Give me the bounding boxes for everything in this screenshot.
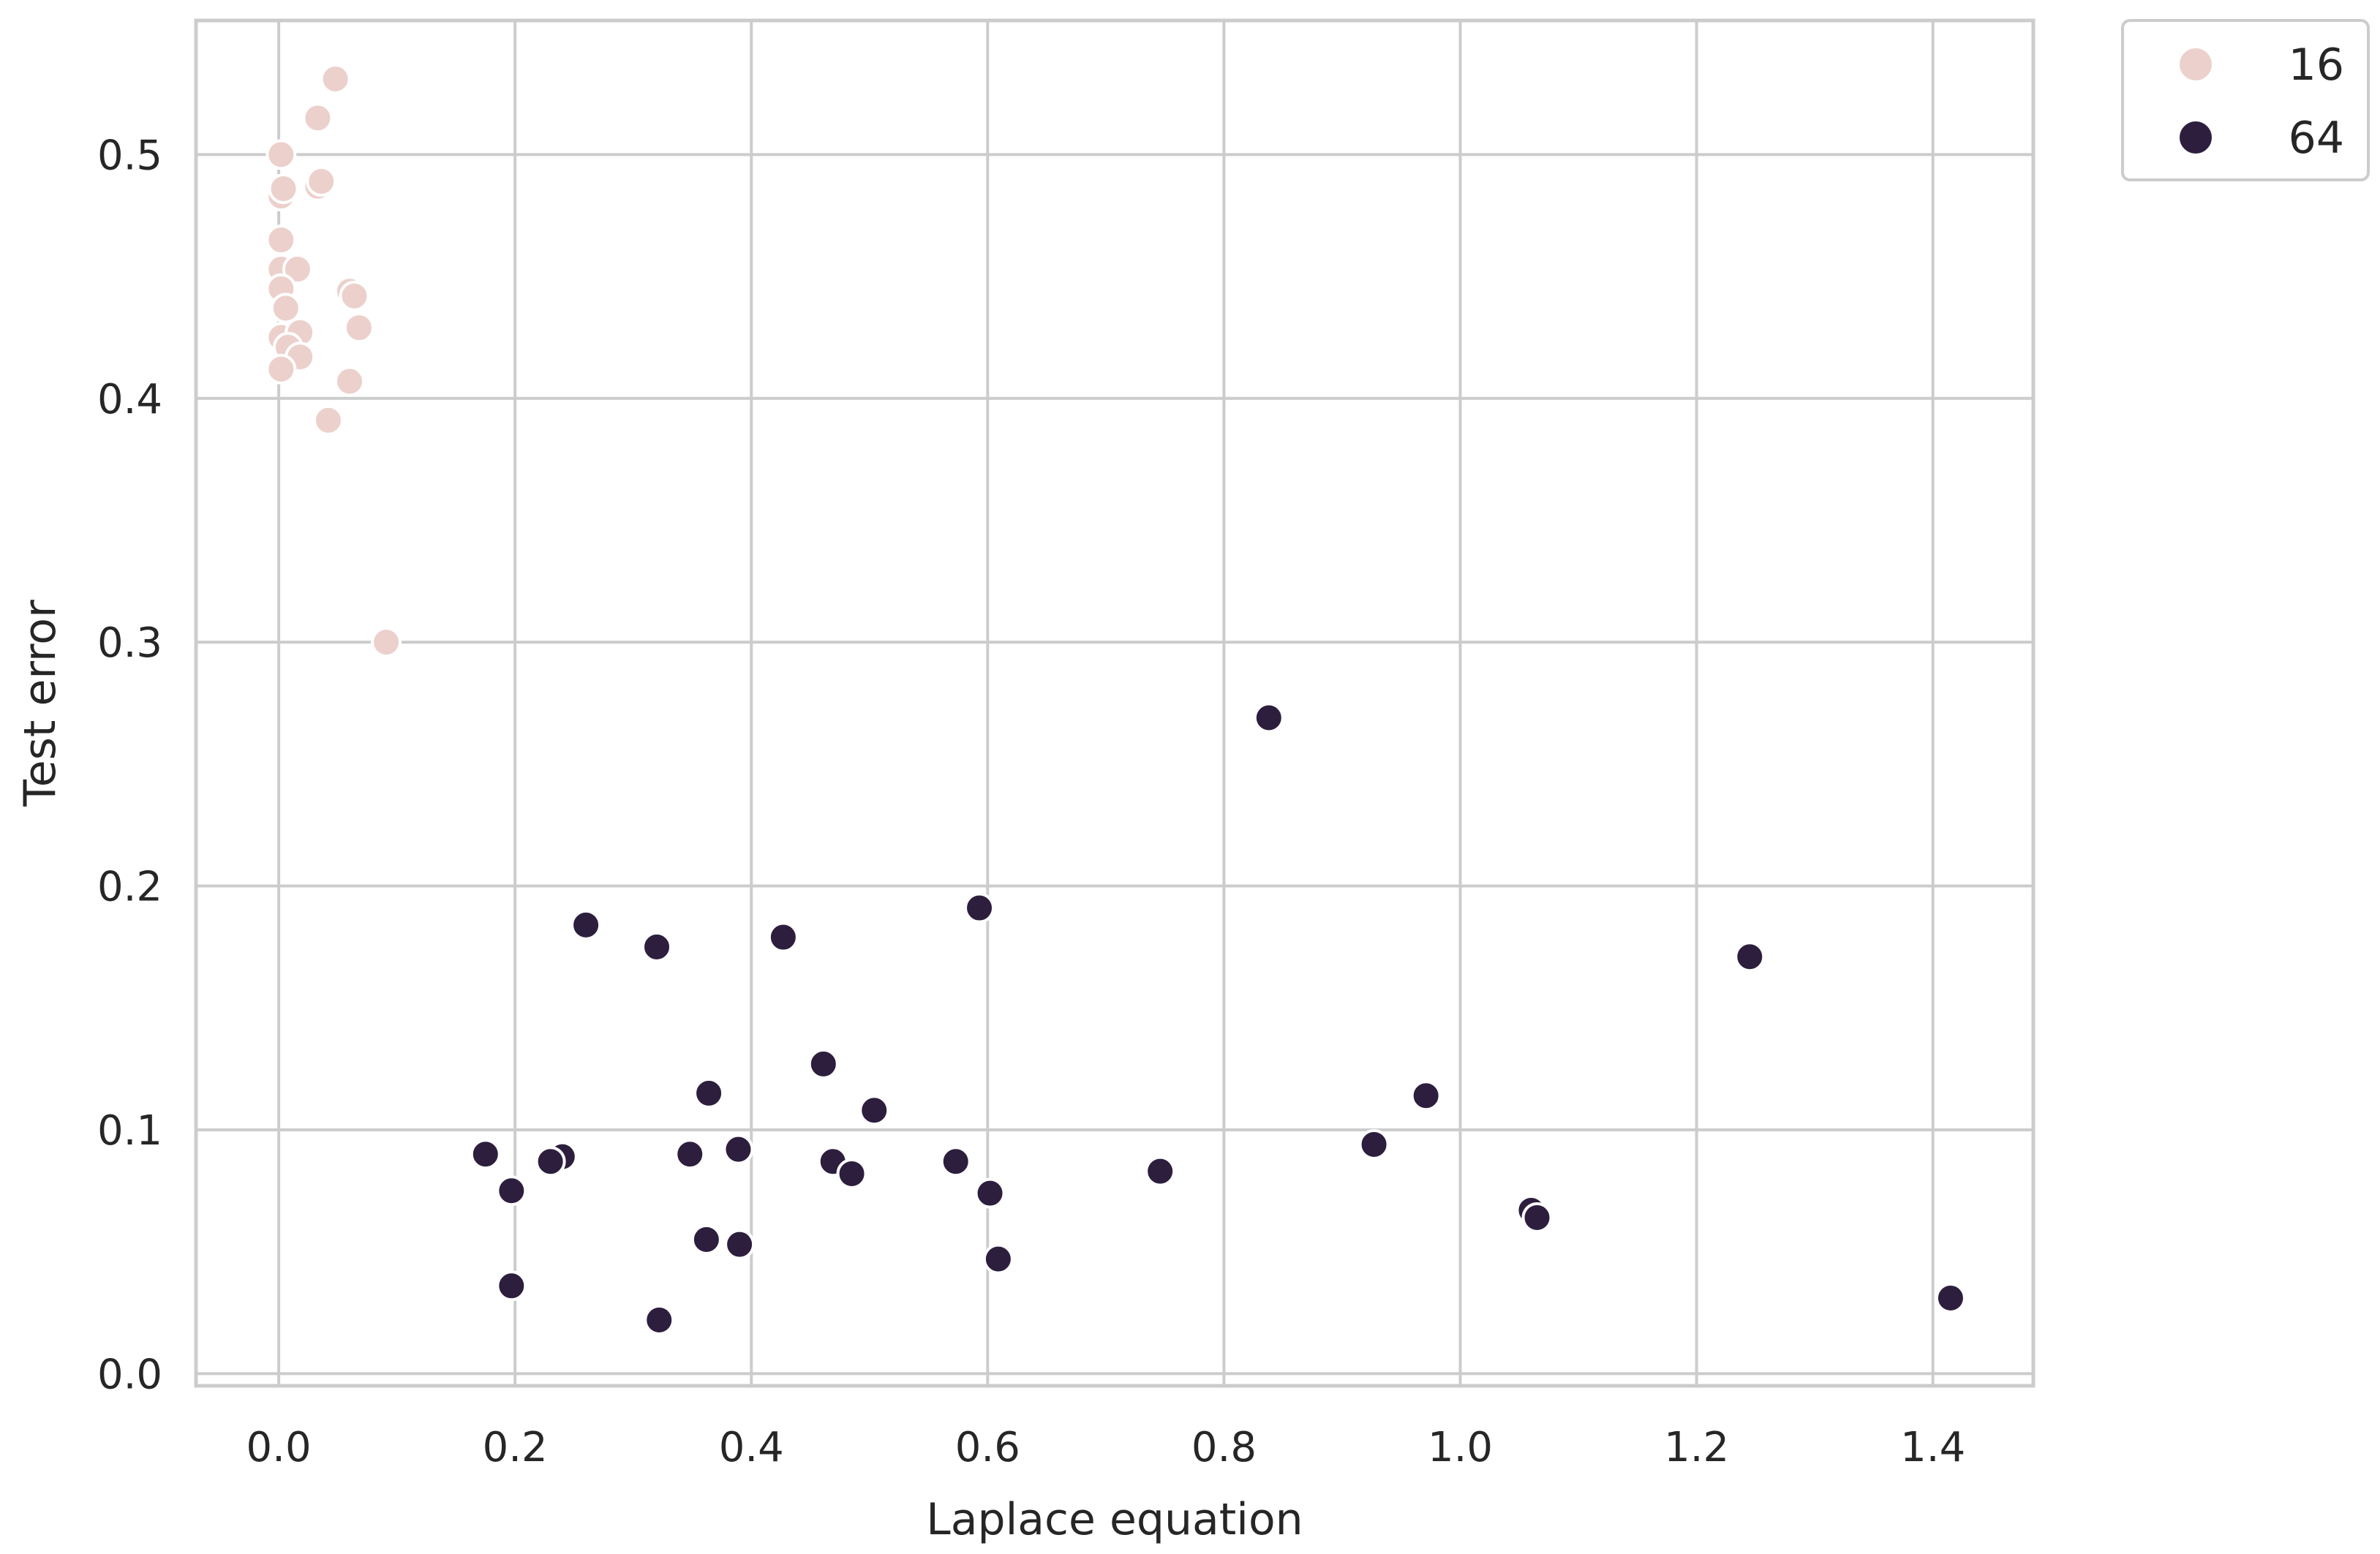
data-point-64 [1410, 1080, 1442, 1112]
x-tick-label: 1.4 [1900, 1424, 1965, 1471]
data-point-64 [674, 1139, 706, 1170]
data-point-64 [940, 1146, 971, 1177]
data-point-64 [470, 1139, 501, 1170]
data-point-16 [266, 139, 297, 170]
data-point-16 [266, 225, 297, 256]
data-point-64 [964, 892, 995, 924]
legend-label-16: 16 [2289, 39, 2344, 91]
x-tick-label: 0.6 [955, 1424, 1020, 1471]
y-axis-label: Test error [15, 600, 66, 807]
data-point-16 [270, 293, 301, 324]
data-point-16 [306, 166, 337, 197]
x-tick-labels: 0.0 0.2 0.4 0.6 0.8 1.0 1.2 1.4 [246, 1424, 1966, 1471]
data-point-64 [767, 921, 799, 953]
data-point-64 [1145, 1155, 1176, 1187]
data-point-64 [690, 1223, 722, 1255]
data-point-64 [496, 1270, 527, 1302]
data-point-16 [266, 353, 297, 385]
data-point-64 [807, 1048, 839, 1079]
x-axis-label: Laplace equation [926, 1494, 1303, 1545]
data-point-64 [1521, 1202, 1553, 1233]
data-point-64 [974, 1177, 1006, 1209]
data-points [266, 64, 1966, 1335]
plot-frame [194, 18, 2036, 1388]
data-point-64 [1358, 1128, 1390, 1160]
data-point-64 [1935, 1282, 1966, 1313]
y-tick-label: 0.4 [97, 376, 162, 423]
legend-label-64: 64 [2289, 113, 2344, 164]
data-point-64 [644, 1304, 675, 1335]
data-point-64 [1253, 702, 1284, 733]
legend-marker-16 [2177, 45, 2215, 83]
legend: 16 64 [2121, 19, 2370, 181]
data-point-16 [334, 366, 366, 397]
data-point-64 [535, 1146, 566, 1177]
y-tick-labels: 0.0 0.1 0.2 0.3 0.4 0.5 [97, 132, 162, 1398]
data-point-64 [496, 1175, 527, 1207]
data-point-64 [723, 1134, 754, 1165]
y-tick-label: 0.0 [97, 1351, 162, 1398]
data-point-16 [371, 627, 402, 658]
x-tick-label: 1.0 [1428, 1424, 1493, 1471]
y-tick-label: 0.3 [97, 619, 162, 667]
data-point-64 [693, 1077, 725, 1109]
y-tick-label: 0.5 [97, 132, 162, 179]
x-tick-label: 0.4 [719, 1424, 784, 1471]
data-point-64 [724, 1229, 756, 1260]
x-tick-label: 0.2 [483, 1424, 548, 1471]
legend-marker-64 [2177, 118, 2215, 156]
data-point-64 [836, 1158, 867, 1189]
data-point-16 [320, 64, 351, 95]
data-point-16 [312, 404, 344, 436]
data-point-64 [1734, 941, 1766, 973]
data-point-64 [570, 909, 602, 940]
y-tick-label: 0.1 [97, 1107, 162, 1155]
data-point-16 [339, 280, 370, 312]
data-point-16 [282, 254, 313, 285]
data-point-16 [343, 312, 374, 344]
data-point-64 [982, 1243, 1014, 1275]
data-point-16 [268, 173, 299, 205]
data-point-64 [641, 931, 673, 962]
x-tick-label: 0.0 [246, 1424, 312, 1471]
data-point-64 [859, 1095, 890, 1126]
data-point-16 [302, 102, 334, 134]
y-tick-label: 0.2 [97, 864, 162, 911]
x-tick-label: 1.2 [1664, 1424, 1729, 1471]
grid-lines [196, 20, 2033, 1386]
x-tick-label: 0.8 [1191, 1424, 1257, 1471]
